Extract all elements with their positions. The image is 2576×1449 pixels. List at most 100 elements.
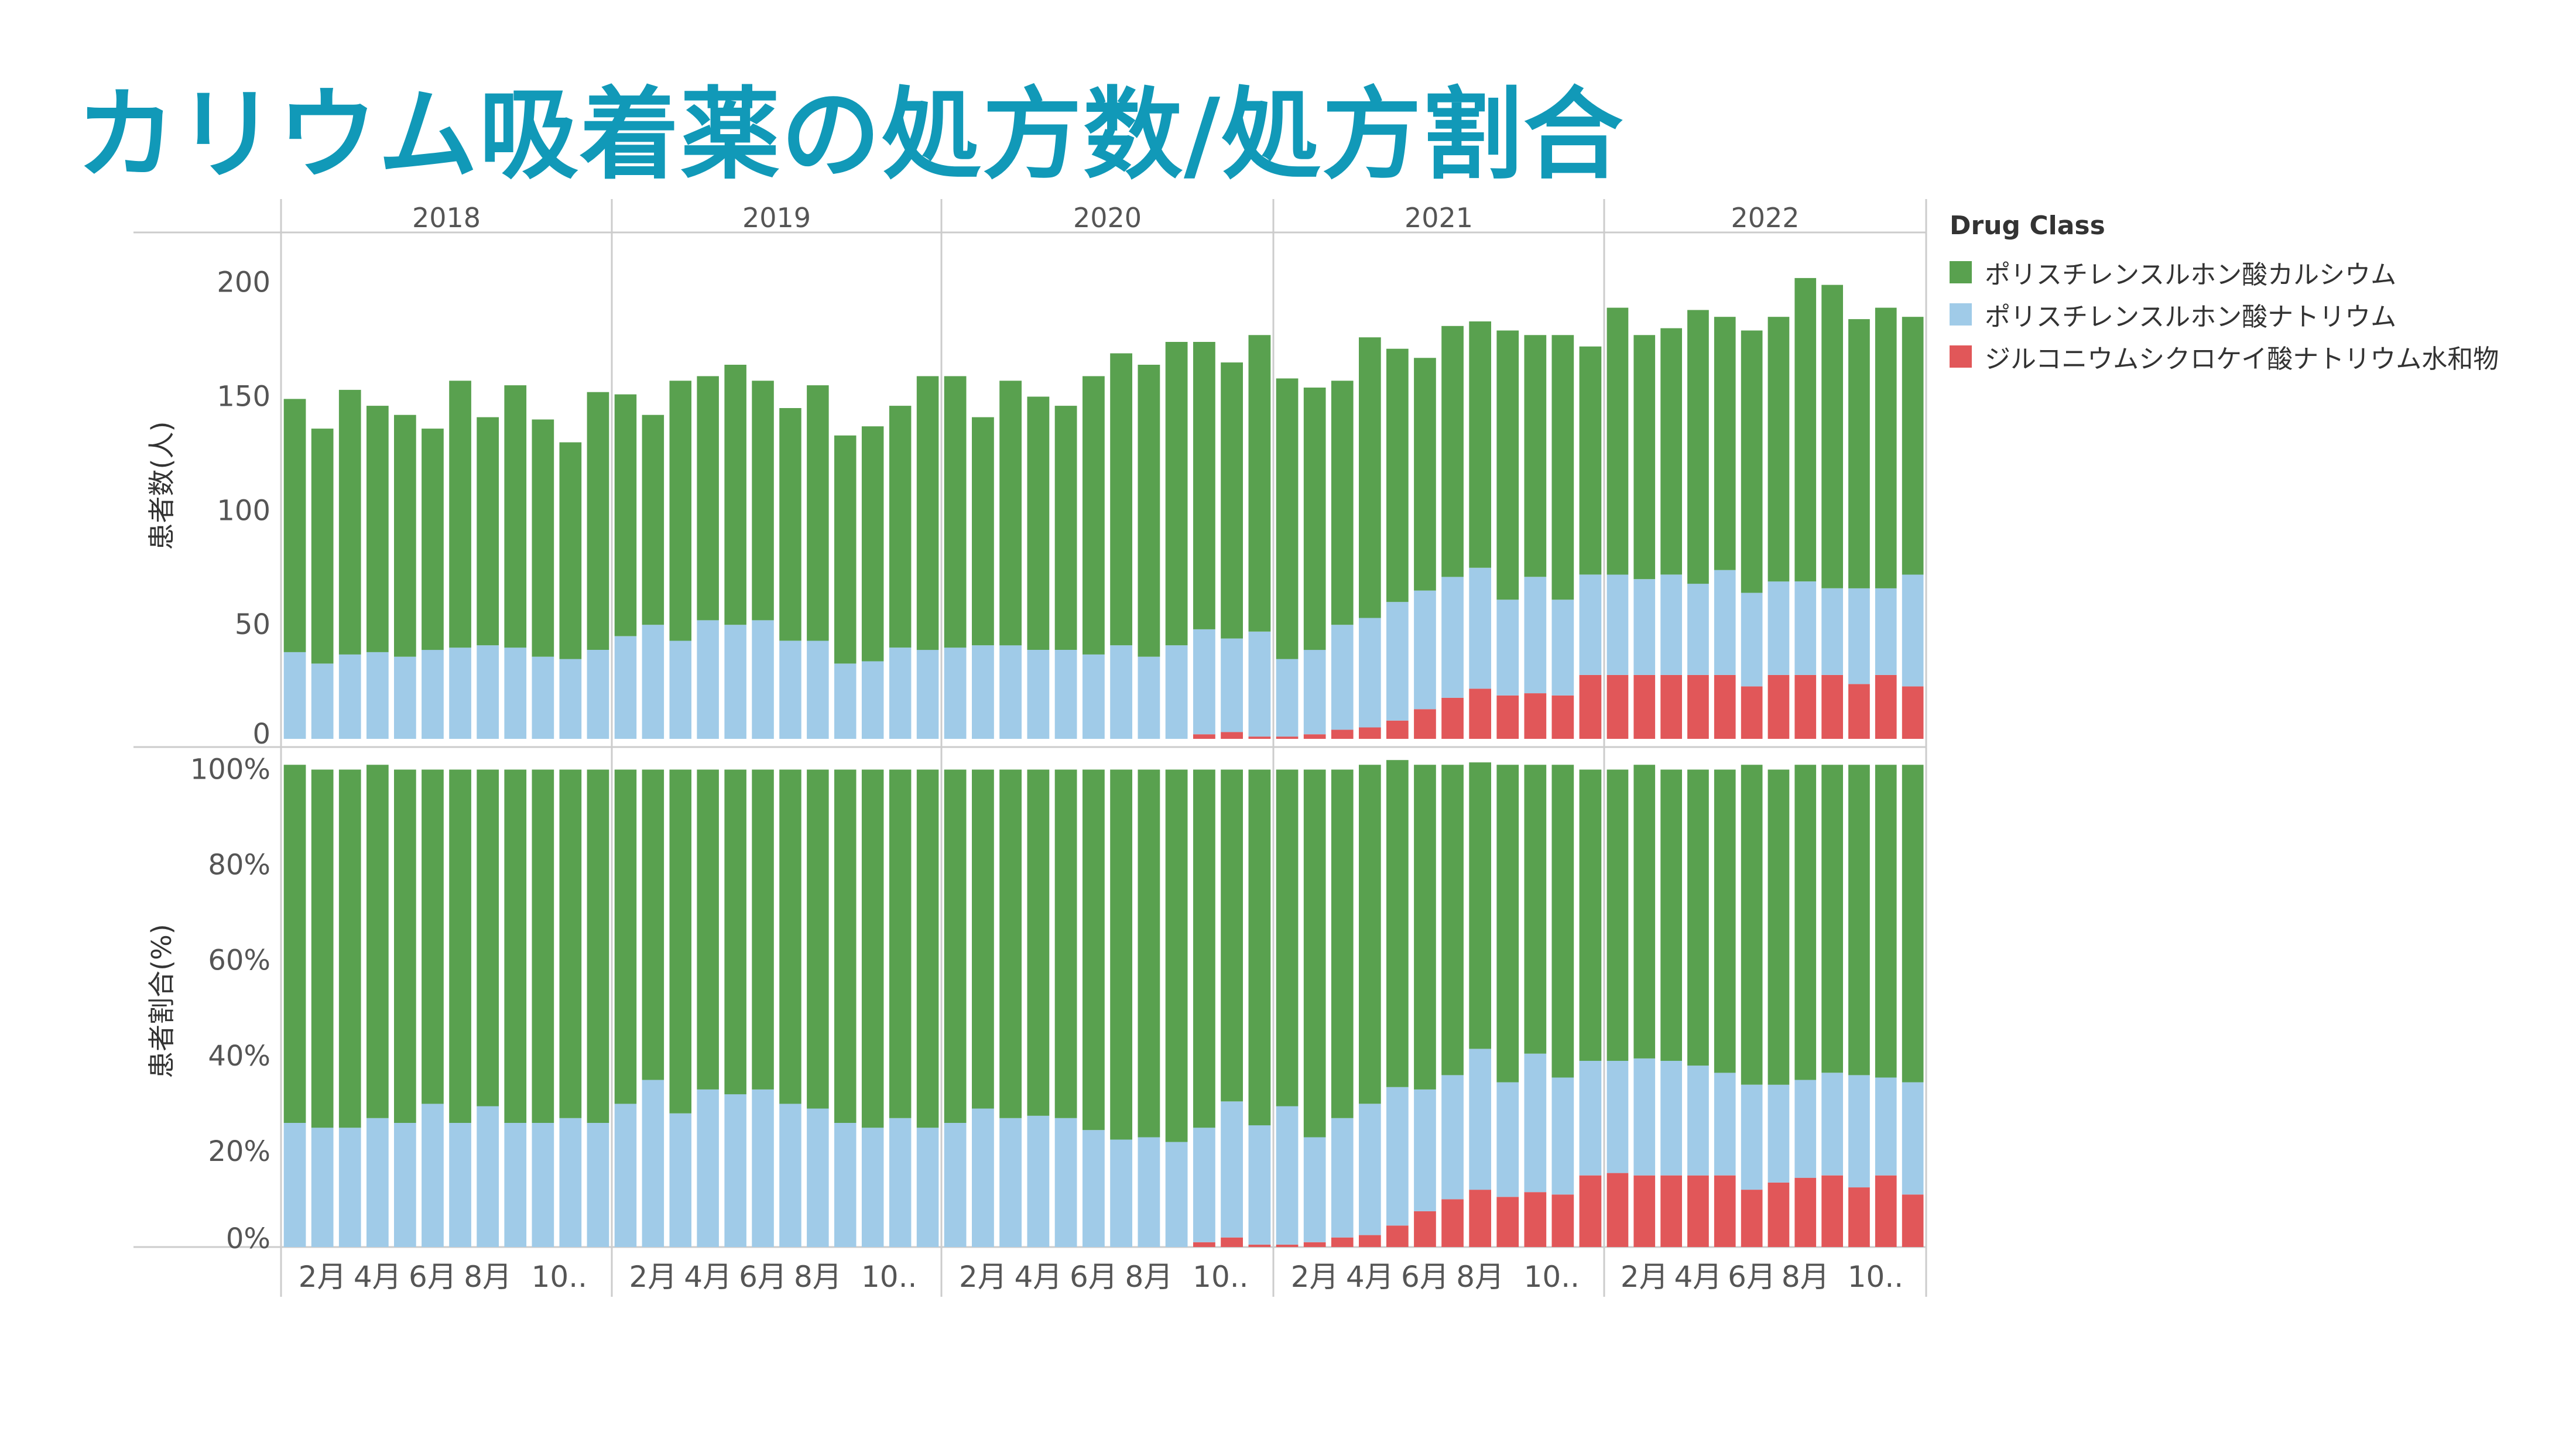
legend-swatch-sodium <box>1950 303 1972 326</box>
bar-zirconium-56 <box>1794 1177 1817 1247</box>
y-tick-label-0: 0 <box>252 718 270 751</box>
bar-sodium-14 <box>642 625 664 739</box>
bar-sodium-8 <box>477 1106 499 1247</box>
bar-sodium-16 <box>697 620 719 739</box>
bar-sodium-14 <box>642 1080 664 1247</box>
bar-sodium-26 <box>972 645 994 739</box>
bar-calcium-44 <box>1469 762 1491 1049</box>
month-tick-2020-2: 4月 <box>1014 1260 1062 1294</box>
bar-sodium-26 <box>972 1108 994 1247</box>
bar-zirconium-55 <box>1767 1182 1790 1247</box>
bar-sodium-25 <box>944 1123 967 1247</box>
bar-zirconium-47 <box>1551 696 1574 739</box>
month-tick-2020-5: 10.. <box>1193 1260 1248 1294</box>
month-tick-2022-5: 10.. <box>1848 1260 1903 1294</box>
legend-item-sodium[interactable]: ポリスチレンスルホン酸ナトリウム <box>1950 293 2499 335</box>
bar-calcium-30 <box>1083 376 1105 655</box>
bar-sodium-39 <box>1331 1118 1354 1238</box>
month-tick-2020-3: 6月 <box>1070 1260 1118 1294</box>
bar-sodium-1 <box>283 1123 306 1247</box>
bar-calcium-43 <box>1441 765 1464 1075</box>
bar-zirconium-45 <box>1496 1197 1519 1247</box>
bar-calcium-21 <box>834 769 857 1123</box>
bar-calcium-34 <box>1193 342 1215 629</box>
bar-sodium-16 <box>697 1089 719 1247</box>
bar-calcium-38 <box>1303 769 1326 1138</box>
bar-sodium-31 <box>1110 1139 1132 1247</box>
bar-zirconium-56 <box>1794 674 1817 739</box>
bar-sodium-34 <box>1193 1128 1215 1242</box>
bar-zirconium-47 <box>1551 1194 1574 1247</box>
bar-sodium-58 <box>1848 588 1870 684</box>
bar-calcium-57 <box>1821 285 1843 588</box>
month-tick-2021-2: 4月 <box>1346 1260 1394 1294</box>
bar-sodium-15 <box>669 640 691 739</box>
bar-zirconium-52 <box>1687 1175 1709 1247</box>
bar-sodium-48 <box>1579 574 1602 675</box>
month-tick-2021-4: 8月 <box>1456 1260 1504 1294</box>
bar-calcium-60 <box>1902 765 1924 1083</box>
y-tick-label-100: 100 <box>217 494 270 527</box>
bar-calcium-8 <box>477 769 499 1107</box>
bar-calcium-3 <box>338 769 361 1128</box>
bar-sodium-6 <box>422 1104 444 1247</box>
bar-sodium-57 <box>1821 588 1843 675</box>
bar-sodium-2 <box>311 663 334 739</box>
bar-zirconium-58 <box>1848 1187 1870 1247</box>
bar-sodium-55 <box>1767 581 1790 675</box>
bar-calcium-25 <box>944 376 967 648</box>
bar-calcium-47 <box>1551 335 1574 600</box>
bar-calcium-50 <box>1633 335 1656 580</box>
bar-sodium-48 <box>1579 1060 1602 1176</box>
bar-sodium-44 <box>1469 1049 1491 1190</box>
bar-zirconium-40 <box>1359 727 1381 739</box>
legend-swatch-calcium <box>1950 261 1972 283</box>
bar-calcium-54 <box>1741 765 1763 1085</box>
bar-zirconium-57 <box>1821 1175 1843 1247</box>
year-header-2022: 2022 <box>1731 202 1799 234</box>
legend-item-zirconium[interactable]: ジルコニウムシクロケイ酸ナトリウム水和物 <box>1950 335 2499 378</box>
bar-sodium-49 <box>1606 574 1629 675</box>
bar-zirconium-35 <box>1221 732 1243 739</box>
bar-calcium-33 <box>1165 342 1188 646</box>
bar-sodium-3 <box>338 1128 361 1247</box>
legend-item-calcium[interactable]: ポリスチレンスルホン酸カルシウム <box>1950 251 2499 293</box>
month-tick-2022-1: 2月 <box>1621 1260 1669 1294</box>
bar-zirconium-58 <box>1848 684 1870 739</box>
bar-calcium-14 <box>642 769 664 1080</box>
bar-sodium-37 <box>1276 1106 1299 1245</box>
y-tick-label-40pct: 40% <box>208 1040 270 1073</box>
bar-calcium-55 <box>1767 769 1790 1085</box>
bar-sodium-28 <box>1027 650 1050 739</box>
y-tick-label-200: 200 <box>217 266 270 299</box>
month-tick-2021-1: 2月 <box>1291 1260 1339 1294</box>
bar-calcium-36 <box>1248 335 1271 632</box>
bar-sodium-31 <box>1110 645 1132 739</box>
bar-sodium-36 <box>1248 1125 1271 1245</box>
bar-zirconium-42 <box>1414 1211 1436 1247</box>
bar-sodium-40 <box>1359 1104 1381 1235</box>
legend-swatch-zirconium <box>1950 345 1972 368</box>
bar-calcium-42 <box>1414 765 1436 1090</box>
bar-calcium-24 <box>916 769 939 1128</box>
bar-calcium-45 <box>1496 330 1519 600</box>
bar-calcium-51 <box>1660 769 1682 1061</box>
bar-sodium-56 <box>1794 1080 1817 1178</box>
bar-sodium-52 <box>1687 584 1709 675</box>
bar-zirconium-49 <box>1606 674 1629 739</box>
bar-sodium-56 <box>1794 581 1817 675</box>
bar-sodium-13 <box>614 636 637 739</box>
bar-sodium-9 <box>504 1123 527 1247</box>
bar-calcium-27 <box>999 381 1022 646</box>
bar-calcium-59 <box>1875 765 1897 1078</box>
bar-sodium-19 <box>779 1104 801 1247</box>
bar-sodium-3 <box>338 654 361 739</box>
bar-calcium-32 <box>1138 365 1160 657</box>
bar-calcium-35 <box>1221 362 1243 639</box>
bar-sodium-17 <box>724 1094 746 1247</box>
bar-zirconium-45 <box>1496 696 1519 739</box>
bar-zirconium-36 <box>1248 737 1271 739</box>
bar-calcium-6 <box>422 769 444 1104</box>
bar-calcium-43 <box>1441 326 1464 577</box>
bar-sodium-22 <box>861 661 884 739</box>
